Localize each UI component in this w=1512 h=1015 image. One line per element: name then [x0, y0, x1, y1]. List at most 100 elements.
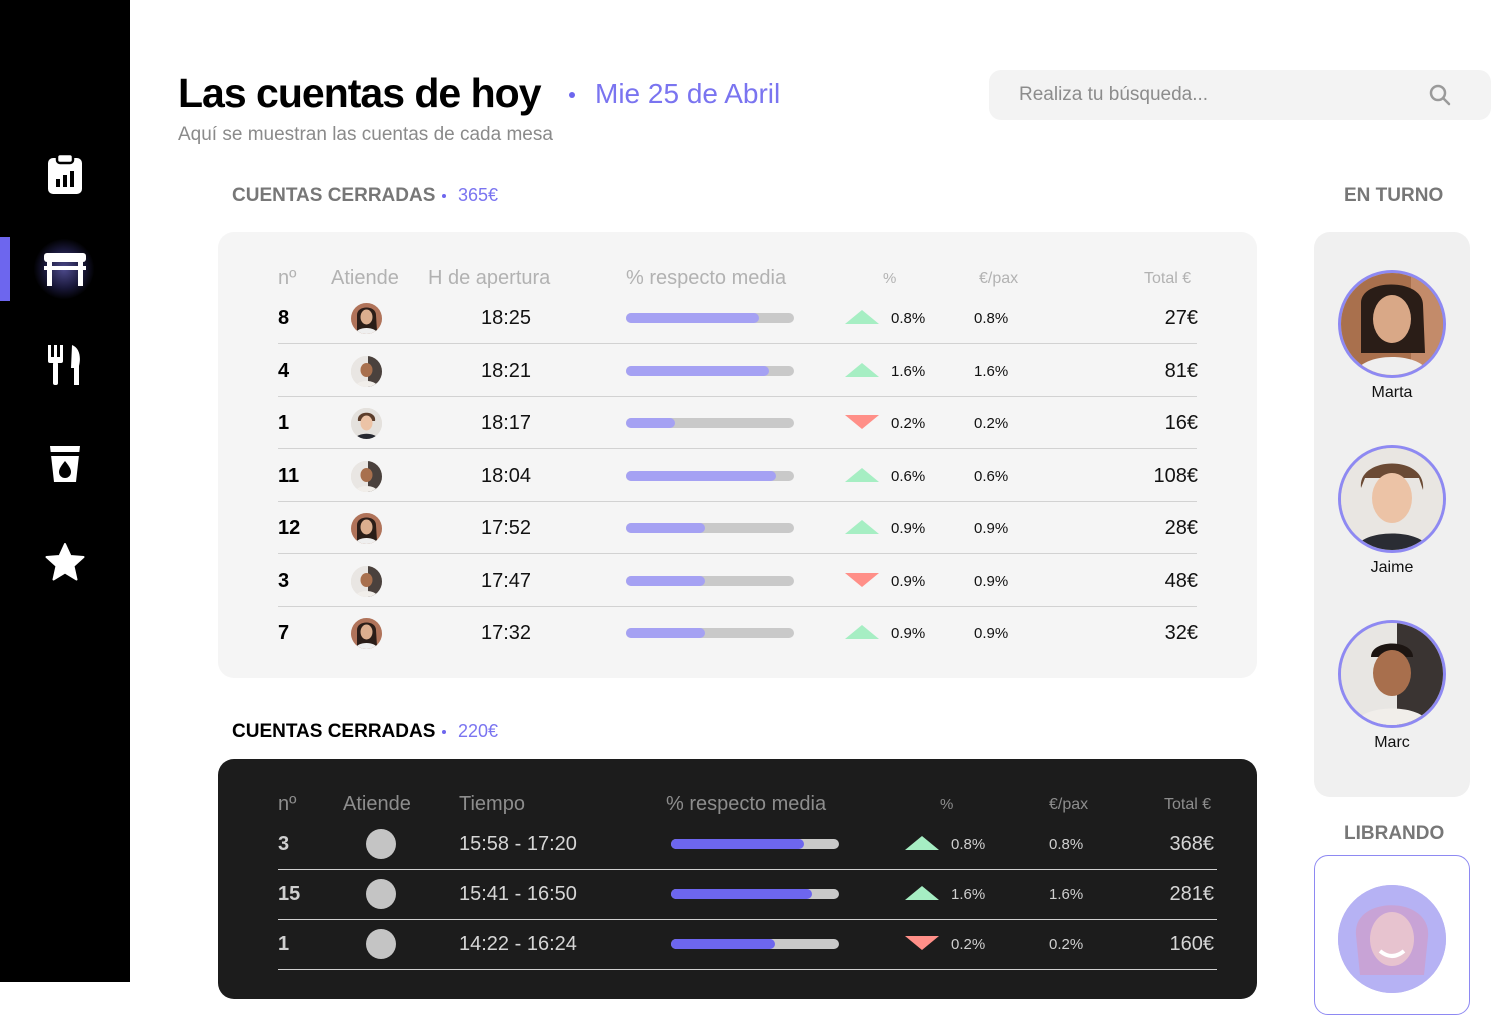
staff-name: Jaime: [1370, 559, 1414, 576]
total-value: 48€: [1164, 569, 1198, 592]
page-subtitle: Aquí se muestran las cuentas de cada mes…: [178, 124, 553, 145]
nav-item-favorites[interactable]: [0, 530, 130, 594]
header-pct: %: [883, 270, 897, 287]
avatar: [366, 879, 396, 909]
staff-name: Marta: [1371, 384, 1413, 401]
row-divider: [278, 500, 1197, 502]
row-number: 3: [278, 833, 290, 855]
total-value: 27€: [1164, 307, 1198, 329]
avatar: [351, 460, 382, 492]
time-range: 15:41 - 16:50: [459, 883, 577, 905]
total-value: 108€: [1153, 464, 1199, 487]
row-divider: [278, 969, 1217, 970]
trend-up-icon: [905, 886, 939, 900]
open-time: 17:47: [481, 569, 532, 592]
row-number: 4: [278, 359, 290, 382]
pax-value: 0.8%: [1049, 836, 1084, 853]
trend-up-icon: [905, 836, 939, 850]
closed-accounts-table-2: nº Atiende Tiempo % respecto media % €/p…: [218, 759, 1257, 999]
total-value: 81€: [1164, 359, 1198, 382]
on-shift-title: EN TURNO: [1344, 185, 1444, 206]
row-number: 12: [278, 517, 301, 539]
trend-up-icon: [845, 310, 879, 324]
staff-name: Marc: [1374, 734, 1410, 751]
header-n: nº: [278, 267, 297, 289]
search-input[interactable]: [1019, 82, 1419, 108]
search-icon[interactable]: [1429, 84, 1451, 106]
header-pax: €/pax: [1049, 796, 1089, 813]
average-bar-fill: [671, 839, 804, 849]
row-number: 1: [278, 412, 290, 434]
avatar: [351, 355, 382, 387]
average-bar: [626, 470, 794, 481]
average-bar-fill: [626, 365, 769, 376]
trend-down-icon: [845, 572, 879, 587]
nav-item-food[interactable]: [0, 333, 130, 397]
average-bar-fill: [626, 523, 705, 533]
time-range: 14:22 - 16:24: [459, 933, 577, 955]
header-total: Total €: [1144, 270, 1192, 287]
average-bar: [626, 575, 794, 586]
open-time: 18:17: [481, 412, 532, 434]
average-bar-fill: [626, 628, 705, 638]
avatar: [351, 303, 382, 334]
row-divider: [278, 553, 1197, 554]
pct-value: 0.9%: [891, 625, 926, 642]
section2-amount: 220€: [458, 721, 499, 741]
total-value: 32€: [1164, 622, 1198, 644]
header-media: % respecto media: [626, 267, 787, 289]
total-value: 368€: [1169, 833, 1215, 855]
header-atiende: Atiende: [343, 793, 411, 815]
total-value: 28€: [1164, 517, 1198, 539]
section1-title: CUENTAS CERRADAS: [232, 185, 436, 206]
trend-up-icon: [845, 625, 879, 639]
trend-down-icon: [845, 415, 879, 429]
page-title: Las cuentas de hoy: [178, 70, 542, 116]
open-time: 18:25: [481, 307, 532, 329]
row-number: 3: [278, 569, 290, 592]
row-number: 8: [278, 307, 290, 329]
average-bar-fill: [626, 470, 776, 481]
average-bar-fill: [671, 889, 813, 899]
trend-up-icon: [845, 467, 879, 482]
off-shift-panel: [1314, 855, 1470, 1015]
nav-item-tables[interactable]: [0, 237, 130, 301]
pax-value: 0.2%: [1049, 936, 1084, 953]
row-divider: [278, 448, 1197, 449]
pax-value: 0.9%: [974, 520, 1009, 537]
header-media: % respecto media: [666, 793, 827, 815]
nav-item-reports[interactable]: [0, 142, 130, 206]
average-bar-fill: [626, 418, 675, 428]
row-divider: [278, 343, 1197, 344]
header-n: nº: [278, 793, 297, 815]
row-divider: [278, 395, 1197, 397]
avatar: [351, 408, 382, 439]
pax-value: 0.2%: [974, 415, 1009, 432]
total-value: 16€: [1164, 412, 1198, 434]
avatar: [1338, 620, 1446, 728]
header-pax: €/pax: [979, 270, 1019, 287]
avatar[interactable]: [1338, 885, 1446, 993]
avatar: [1338, 445, 1446, 553]
pax-value: 0.6%: [974, 467, 1009, 485]
section1-amount: 365€: [458, 185, 499, 205]
pct-value: 0.8%: [891, 310, 926, 327]
row-number: 7: [278, 622, 290, 644]
nav-item-drinks[interactable]: [0, 432, 130, 496]
reports-icon: [48, 153, 82, 194]
search-box: [989, 70, 1491, 120]
avatar: [366, 929, 396, 959]
pct-value: 0.9%: [891, 572, 926, 590]
closed-accounts-table-1: nº Atiende H de apertura % respecto medi…: [218, 232, 1257, 678]
open-time: 18:04: [481, 464, 532, 487]
page-date: Mie 25 de Abril: [595, 78, 781, 109]
section2-title: CUENTAS CERRADAS: [232, 721, 436, 742]
average-bar: [626, 628, 794, 638]
star-icon: [45, 543, 85, 581]
trend-up-icon: [845, 520, 879, 534]
pct-value: 0.2%: [951, 936, 986, 953]
header-time: H de apertura: [428, 267, 551, 289]
table-icon: [44, 253, 86, 286]
pax-value: 1.6%: [1049, 886, 1084, 903]
pct-value: 0.6%: [891, 467, 926, 485]
